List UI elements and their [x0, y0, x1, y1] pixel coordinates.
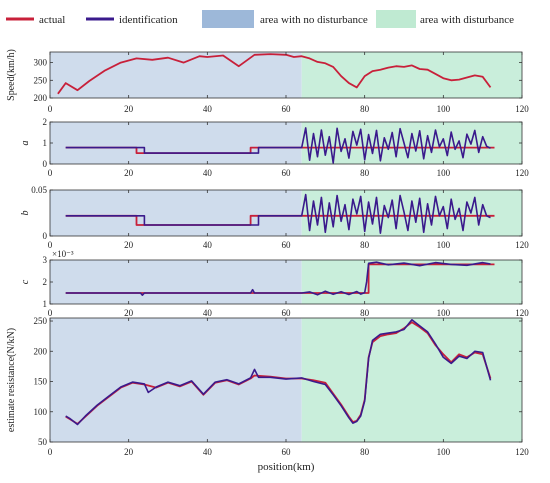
series-identification-c — [65, 261, 491, 296]
region-disturbance — [301, 52, 522, 98]
x-tick-label: 60 — [282, 240, 292, 250]
y-axis-label: a — [20, 141, 31, 146]
region-disturbance — [301, 260, 522, 304]
legend-actual-label: actual — [39, 14, 65, 26]
legend-disturbance-label: area with disturbance — [420, 14, 514, 26]
y-tick-label: 200 — [34, 346, 48, 356]
x-tick-label: 60 — [282, 104, 292, 114]
series-identification-b — [65, 193, 491, 234]
y-axis-label: b — [20, 211, 31, 216]
x-tick-label: 0 — [48, 447, 53, 457]
y-axis-label: Speed(km/h) — [6, 49, 17, 101]
y-tick-label: 200 — [34, 93, 48, 103]
x-tick-label: 0 — [48, 168, 53, 178]
y-tick-label: 50 — [38, 437, 48, 447]
region-no-disturbance — [50, 52, 302, 98]
x-tick-label: 60 — [282, 168, 292, 178]
x-tick-label: 20 — [124, 240, 134, 250]
y-tick-label: 0 — [43, 231, 48, 241]
x-tick-label: 80 — [360, 240, 370, 250]
legend-no-disturbance-swatch — [202, 10, 254, 28]
x-tick-label: 100 — [437, 308, 451, 318]
x-tick-label: 0 — [48, 240, 53, 250]
x-tick-label: 40 — [203, 447, 213, 457]
x-tick-label: 60 — [282, 447, 292, 457]
panel-b: 0 0.05 0 20 40 60 80 100 120 b — [20, 185, 529, 250]
series-identification-a — [65, 127, 491, 164]
series-identification-resistance — [65, 319, 492, 426]
x-tick-label: 120 — [515, 308, 529, 318]
y-tick-label: 1 — [43, 138, 48, 148]
x-tick-label: 80 — [360, 308, 370, 318]
y-tick-label: 250 — [34, 316, 48, 326]
series-actual-speed — [57, 53, 492, 95]
y-axis-label: estimate resistance(N/kN) — [6, 328, 17, 432]
y-tick-label: 0.05 — [31, 185, 47, 195]
panel-c: 1 2 3 0 20 40 60 80 100 120 c ×10⁻³ — [20, 249, 529, 318]
region-no-disturbance — [50, 122, 302, 164]
y-tick-label: 250 — [34, 75, 48, 85]
x-tick-label: 120 — [515, 447, 529, 457]
x-tick-label: 80 — [360, 104, 370, 114]
x-tick-label: 60 — [282, 308, 292, 318]
legend: actual identification area with no distu… — [6, 10, 514, 28]
y-tick-label: 2 — [43, 117, 48, 127]
panel-resistance: 50 100 150 200 250 0 20 40 60 80 100 120 estimate re… — [6, 316, 529, 473]
x-tick-label: 120 — [515, 240, 529, 250]
region-no-disturbance — [50, 190, 302, 236]
x-tick-label: 20 — [124, 168, 134, 178]
y-tick-label: 300 — [34, 58, 48, 68]
legend-disturbance-swatch — [376, 10, 416, 28]
x-tick-label: 100 — [437, 104, 451, 114]
region-no-disturbance — [50, 318, 302, 442]
y-tick-label: 100 — [34, 407, 48, 417]
x-tick-label: 80 — [360, 447, 370, 457]
y-tick-label: 1 — [43, 299, 48, 309]
x-tick-label: 20 — [124, 447, 134, 457]
x-tick-label: 40 — [203, 168, 213, 178]
x-tick-label: 120 — [515, 104, 529, 114]
y-tick-label: 3 — [43, 255, 48, 265]
x-tick-label: 80 — [360, 168, 370, 178]
x-tick-label: 40 — [203, 104, 213, 114]
region-disturbance — [301, 318, 522, 442]
x-tick-label: 100 — [437, 168, 451, 178]
x-tick-label: 100 — [437, 240, 451, 250]
x-tick-label: 20 — [124, 104, 134, 114]
x-axis-label: position(km) — [258, 461, 315, 473]
y-tick-label: 150 — [34, 377, 48, 387]
x-tick-label: 120 — [515, 168, 529, 178]
y-axis-label: c — [20, 279, 31, 284]
x-tick-label: 100 — [437, 447, 451, 457]
x-tick-label: 40 — [203, 240, 213, 250]
y-tick-label: 2 — [43, 277, 48, 287]
y-multiplier: ×10⁻³ — [52, 249, 74, 259]
x-tick-label: 0 — [48, 104, 53, 114]
legend-identification-label: identification — [119, 14, 178, 26]
x-tick-label: 0 — [48, 308, 53, 318]
legend-no-disturbance-label: area with no disturbance — [260, 14, 368, 26]
region-no-disturbance — [50, 260, 302, 304]
x-tick-label: 40 — [203, 308, 213, 318]
x-tick-label: 20 — [124, 308, 134, 318]
panel-speed: 200 250 300 0 20 40 60 80 100 120 Speed(km/h) — [6, 49, 529, 114]
y-tick-label: 0 — [43, 159, 48, 169]
